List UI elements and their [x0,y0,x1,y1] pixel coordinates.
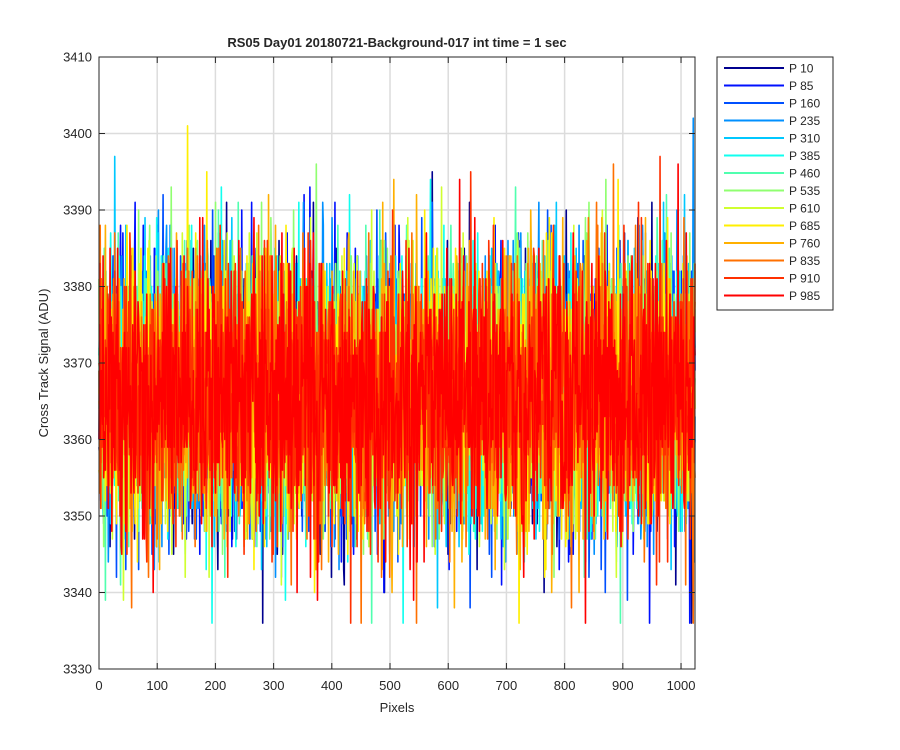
legend-items: P 10 P 85 P 160 P 235 P 310 P 385 P 460 P 535 P … [724,62,820,303]
legend-label: P 610 [789,202,820,216]
legend-label: P 385 [789,149,820,163]
x-tick-label: 300 [263,678,285,693]
legend-label: P 835 [789,254,820,268]
legend-box [716,56,834,311]
x-tick-label: 1000 [667,678,696,693]
x-tick-label: 800 [554,678,576,693]
axis-ticks: 0 100 200 300 400 500 600 700 800 900 1000 3330 3340… [63,50,695,694]
legend-label: P 10 [789,62,814,76]
legend-label: P 85 [789,79,814,93]
legend-label: P 760 [789,237,820,251]
legend-label: P 235 [789,114,820,128]
x-tick-label: 200 [205,678,227,693]
legend-label: P 310 [789,132,820,146]
legend-label: P 985 [789,289,820,303]
legend-label: P 160 [789,97,820,111]
chart-title: RS05 Day01 20180721-Background-017 int t… [227,35,566,50]
x-tick-label: 400 [321,678,343,693]
y-tick-label: 3370 [63,356,92,371]
y-tick-label: 3350 [63,509,92,524]
x-tick-label: 900 [612,678,634,693]
y-tick-label: 3390 [63,203,92,218]
x-tick-label: 600 [437,678,459,693]
legend-label: P 460 [789,167,820,181]
x-tick-label: 500 [379,678,401,693]
y-tick-label: 3410 [63,50,92,65]
legend-label: P 685 [789,219,820,233]
y-axis-label: Cross Track Signal (ADU) [36,289,51,438]
plot-series [98,117,696,624]
x-tick-label: 700 [496,678,518,693]
x-tick-label: 0 [95,678,102,693]
y-tick-label: 3380 [63,279,92,294]
y-tick-label: 3330 [63,662,92,677]
x-axis-label: Pixels [380,700,415,715]
y-tick-label: 3340 [63,585,92,600]
legend-label: P 535 [789,184,820,198]
legend-label: P 910 [789,272,820,286]
series-line [98,163,696,624]
y-tick-label: 3400 [63,126,92,141]
x-tick-label: 100 [146,678,168,693]
legend: P 10 P 85 P 160 P 235 P 310 P 385 P 460 P 535 P … [716,56,834,311]
y-tick-label: 3360 [63,432,92,447]
